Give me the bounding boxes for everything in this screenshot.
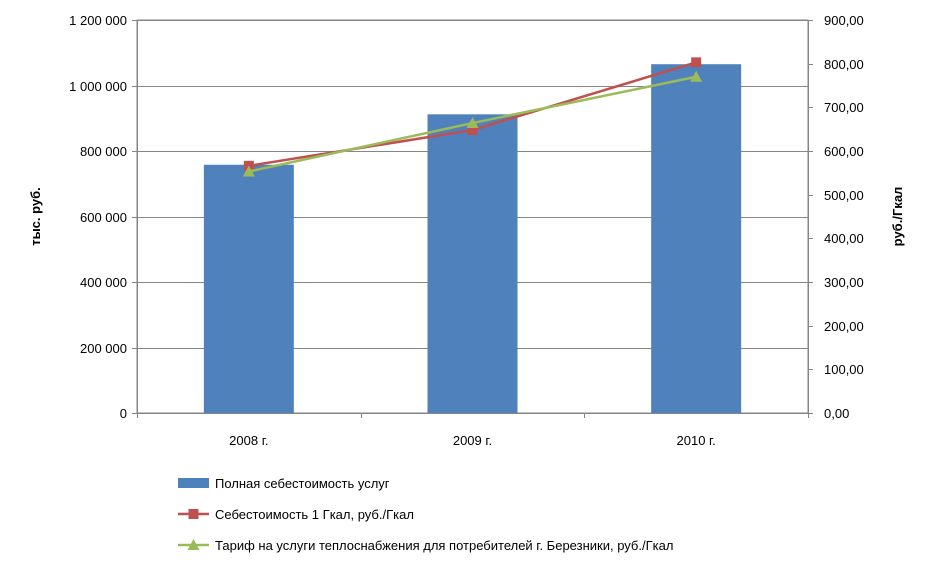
right-axis-tick-label: 800,00 — [824, 57, 864, 72]
right-axis-tick-label: 200,00 — [824, 319, 864, 334]
right-axis-tick-label: 400,00 — [824, 231, 864, 246]
marker-triangle[interactable] — [690, 70, 703, 82]
legend-marker-triangle — [187, 539, 200, 550]
marker-triangle[interactable] — [242, 165, 255, 177]
right-axis-tick-label: 500,00 — [824, 188, 864, 203]
marker-square[interactable] — [691, 57, 702, 68]
x-axis-tick-label: 2009 г. — [453, 433, 492, 448]
legend-label: Полная себестоимость услуг — [215, 476, 390, 491]
bar-2010[interactable] — [651, 64, 742, 414]
left-axis-tick-label: 200 000 — [80, 341, 127, 356]
legend-label: Тариф на услуги теплоснабжения для потре… — [215, 538, 673, 553]
right-axis-tick-label: 0,00 — [824, 406, 849, 421]
legend-swatch-bar — [178, 478, 209, 488]
right-axis-tick-label: 700,00 — [824, 100, 864, 115]
legend-label: Себестоимость 1 Гкал, руб./Гкал — [215, 507, 414, 522]
left-axis-tick-label: 800 000 — [80, 144, 127, 159]
left-axis-tick-label: 400 000 — [80, 275, 127, 290]
marker-square[interactable] — [467, 125, 478, 136]
legend-marker-square — [188, 509, 199, 519]
x-axis-tick-label: 2010 г. — [677, 433, 716, 448]
right-axis-tick-label: 100,00 — [824, 362, 864, 377]
bar-2008[interactable] — [203, 164, 294, 413]
right-axis-tick-label: 600,00 — [824, 144, 864, 159]
left-axis-title: тыс. руб. — [28, 187, 43, 246]
right-axis-tick-label: 900,00 — [824, 13, 864, 28]
x-axis-tick-label: 2008 г. — [229, 433, 268, 448]
left-axis-tick-label: 1 200 000 — [69, 13, 127, 28]
right-axis-tick-label: 300,00 — [824, 275, 864, 290]
left-axis-tick-label: 0 — [120, 406, 127, 421]
bar-2009[interactable] — [427, 114, 518, 413]
left-axis-tick-label: 600 000 — [80, 210, 127, 225]
left-axis-tick-label: 1 000 000 — [69, 79, 127, 94]
right-axis-title: руб./Гкал — [890, 187, 905, 247]
marker-triangle[interactable] — [466, 117, 479, 129]
